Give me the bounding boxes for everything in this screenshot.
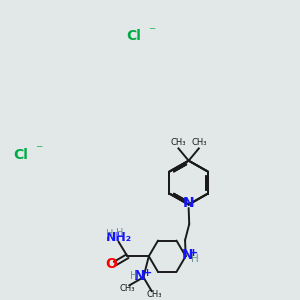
Text: H: H (191, 254, 199, 265)
Text: ⁻: ⁻ (148, 25, 156, 39)
Text: CH₃: CH₃ (119, 284, 135, 293)
Text: +: + (142, 268, 152, 278)
Text: H: H (116, 228, 124, 239)
Text: CH₃: CH₃ (146, 290, 162, 299)
Text: N: N (183, 196, 194, 210)
Text: N: N (181, 248, 193, 262)
Text: Cl: Cl (13, 148, 28, 162)
Text: H: H (106, 229, 114, 239)
Text: +: + (189, 248, 198, 258)
Text: CH₃: CH₃ (170, 138, 186, 147)
Text: H: H (130, 271, 137, 281)
Text: ⁻: ⁻ (36, 143, 43, 158)
Text: CH₃: CH₃ (192, 138, 207, 147)
Text: N: N (134, 269, 146, 284)
Text: O: O (105, 257, 117, 271)
Text: NH₂: NH₂ (106, 231, 132, 244)
Text: Cl: Cl (126, 29, 141, 44)
